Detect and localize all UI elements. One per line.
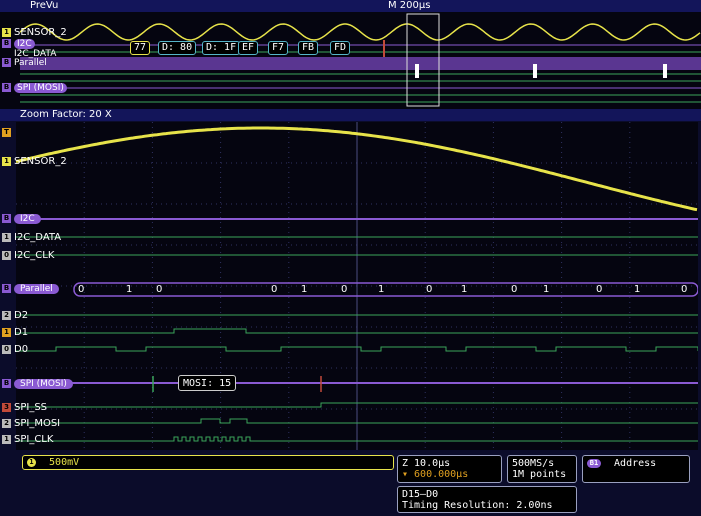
parallel-value: 0 <box>596 284 603 295</box>
i2c-packet-data[interactable]: D: 80 <box>158 41 197 55</box>
zoom-factor-label: Zoom Factor: 20 X <box>20 109 112 120</box>
digital-icon: 1 <box>2 434 11 444</box>
channel-sensor-label[interactable]: 1 SENSOR_2 <box>2 156 67 167</box>
parallel-value: 0 <box>341 284 348 295</box>
parallel-value: 0 <box>511 284 518 295</box>
parallel-value: 1 <box>461 284 468 295</box>
bus-icon: B <box>2 83 11 92</box>
record-length-readout: 1M points <box>512 469 567 480</box>
bus-icon: B <box>2 213 11 223</box>
overview-label-spi: B SPI (MOSI) <box>2 83 67 94</box>
trigger-icon: T <box>2 127 11 137</box>
digital-icon: 1 <box>2 327 11 337</box>
channel-spi-label[interactable]: B SPI (MOSI) <box>2 378 73 390</box>
bus-icon: B <box>2 39 11 48</box>
channel-d1-label[interactable]: 1 D1 <box>2 327 28 338</box>
parallel-bus-trace <box>73 282 698 297</box>
channel-1-icon: 1 <box>27 457 36 467</box>
graticule-grid <box>16 122 698 450</box>
timing-resolution-readout: Timing Resolution: 2.00ns <box>402 500 553 511</box>
overview-label-parallel: B Parallel <box>2 58 47 68</box>
parallel-value: 1 <box>126 284 133 295</box>
spi-mosi-packet[interactable]: MOSI: 15 <box>178 375 237 391</box>
bus-trigger-readout[interactable]: B1 Address <box>582 455 690 483</box>
overview-waveforms <box>19 13 701 107</box>
parallel-value: 1 <box>634 284 641 295</box>
trigger-marker[interactable]: T <box>2 127 14 138</box>
parallel-value: 1 <box>301 284 308 295</box>
i2c-packet-data[interactable]: FB <box>298 41 319 55</box>
digital-icon: 1 <box>2 232 11 242</box>
overview-label-sensor: 1 SENSOR_2 <box>2 27 67 38</box>
trigger-position-readout: ▾ 600.000µs <box>402 469 469 480</box>
overview-parallel-band <box>20 57 701 70</box>
overview-mark-1 <box>415 64 419 78</box>
overview-label-i2c-data: I2C_DATA <box>14 49 57 59</box>
bus-icon: B <box>2 58 11 67</box>
title-bar: PreVu M 200µs <box>0 0 701 12</box>
spi-ss-trace <box>16 402 698 408</box>
channel-spi-ss-label[interactable]: 3 SPI_SS <box>2 402 47 413</box>
channel-i2c-label[interactable]: B I2C <box>2 213 41 225</box>
timebase-readout: M 200µs <box>388 0 431 11</box>
channel-d0-label[interactable]: 0 D0 <box>2 344 28 355</box>
overview-mark-2 <box>533 64 537 78</box>
acquisition-readout[interactable]: 500MS/s 1M points <box>507 455 577 483</box>
zoom-graticule[interactable]: T 1 SENSOR_2 B I2C 1 I2C_DATA 0 I2C_CLK B Par… <box>2 122 698 450</box>
horizontal-readout[interactable]: Z 10.0µs ▾ 600.000µs <box>397 455 502 483</box>
overview-pane[interactable]: 1 SENSOR_2 B I2C I2C_DATA B Parallel B SPI (… <box>0 12 701 110</box>
channel-spi-clk-label[interactable]: 1 SPI_CLK <box>2 434 53 445</box>
d0-trace <box>16 346 698 352</box>
zoom-time-readout: Z 10.0µs <box>402 458 451 469</box>
i2c-packet-data[interactable]: F7 <box>268 41 289 55</box>
spi-mosi-trace <box>16 418 698 424</box>
channel-i2c-clk-label[interactable]: 0 I2C_CLK <box>2 250 54 261</box>
bus-icon: B <box>2 378 11 388</box>
parallel-value: 1 <box>543 284 550 295</box>
sensor-trace <box>16 126 698 212</box>
channel-1-scale-readout[interactable]: 1 500mV <box>22 455 394 470</box>
overview-mark-3 <box>663 64 667 78</box>
channel-parallel-label[interactable]: B Parallel <box>2 283 59 295</box>
channel-i2c-data-label[interactable]: 1 I2C_DATA <box>2 232 61 243</box>
digital-group-label: D15–D0 <box>402 489 439 500</box>
sample-rate-readout: 500MS/s <box>512 458 555 469</box>
status-bar: 1 500mV Z 10.0µs ▾ 600.000µs 500MS/s 1M … <box>0 451 701 516</box>
digital-icon: 2 <box>2 310 11 320</box>
parallel-value: 0 <box>681 284 688 295</box>
bus-trigger-label: Address <box>614 458 657 469</box>
parallel-value: 0 <box>156 284 163 295</box>
zoom-window-box[interactable] <box>406 13 440 107</box>
overview-label-i2c: B I2C <box>2 39 35 50</box>
parallel-value: 1 <box>378 284 385 295</box>
zoom-header: Zoom Factor: 20 X <box>0 109 701 121</box>
digital-icon: 0 <box>2 250 11 260</box>
bus-badge: B1 <box>587 458 601 468</box>
spi-clk-trace <box>16 436 698 442</box>
digital-icon: 0 <box>2 344 11 354</box>
digital-icon: 2 <box>2 418 11 428</box>
app-title: PreVu <box>30 0 59 11</box>
channel-1-icon: 1 <box>2 156 11 166</box>
d1-trace <box>16 328 698 334</box>
channel-d2-label[interactable]: 2 D2 <box>2 310 28 321</box>
parallel-value: 0 <box>426 284 433 295</box>
digital-readout[interactable]: D15–D0 Timing Resolution: 2.00ns <box>397 486 577 513</box>
i2c-packet-data[interactable]: EF <box>238 41 259 55</box>
i2c-packet-address[interactable]: 77 <box>130 41 151 55</box>
channel-1-icon: 1 <box>2 27 11 37</box>
bus-icon: B <box>2 283 11 293</box>
parallel-value: 0 <box>271 284 278 295</box>
digital-icon: 3 <box>2 402 11 412</box>
i2c-packet-data[interactable]: D: 1F <box>202 41 241 55</box>
channel-spi-mosi-label[interactable]: 2 SPI_MOSI <box>2 418 60 429</box>
overview-sensor-trace <box>19 23 701 41</box>
i2c-packet-data[interactable]: FD <box>330 41 351 55</box>
parallel-value: 0 <box>78 284 85 295</box>
